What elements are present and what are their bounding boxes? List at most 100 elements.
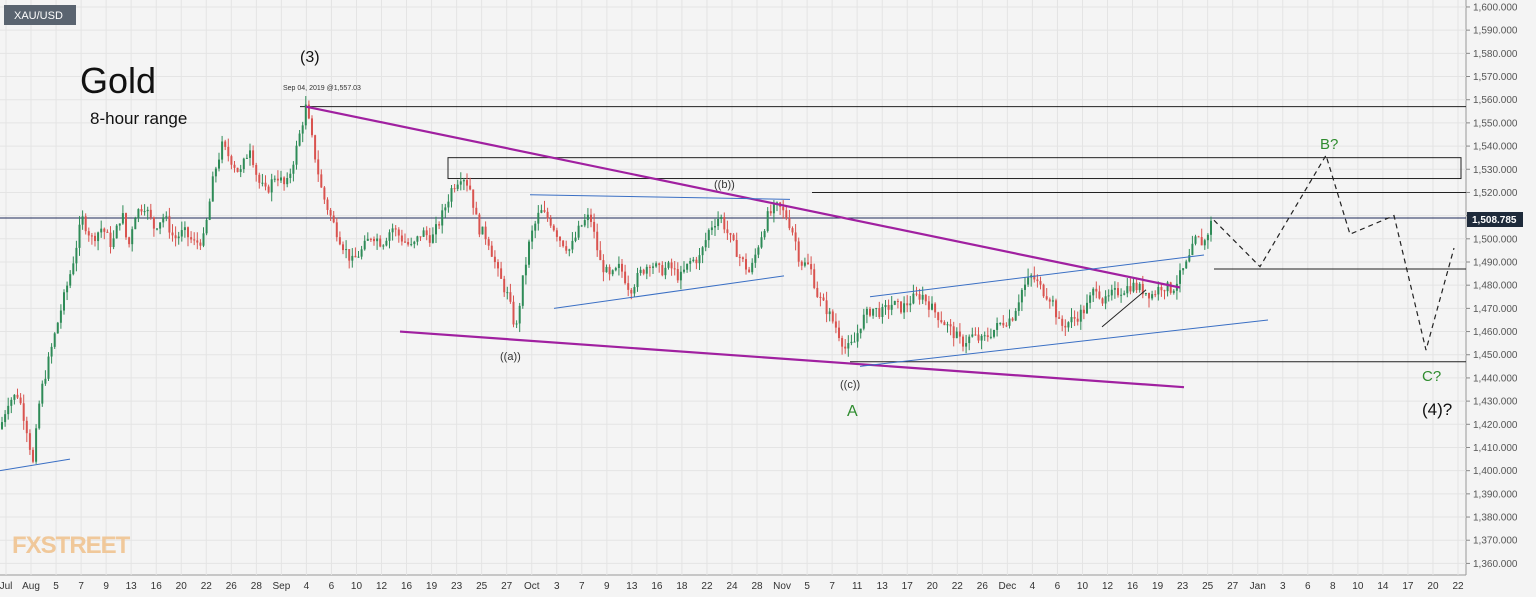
y-tick-label: 1,560.000	[1473, 95, 1518, 106]
y-tick-label: 1,550.000	[1473, 118, 1518, 129]
candle-body	[652, 266, 654, 268]
candle-body	[875, 308, 878, 310]
candle-body	[782, 206, 785, 211]
candle-body	[537, 212, 540, 224]
x-tick-label: Jan	[1250, 581, 1266, 592]
candle-body	[549, 218, 552, 226]
candle-body	[642, 269, 645, 274]
candle-body	[1126, 286, 1129, 294]
candle-body	[825, 300, 828, 315]
candle-body	[803, 262, 806, 266]
y-tick-label: 1,500.000	[1473, 234, 1518, 245]
candle-body	[729, 233, 732, 235]
x-tick-label: Dec	[998, 581, 1016, 592]
y-axis: 1,360.000 1,370.000 1,380.000 1,390.000 1,40…	[1466, 2, 1518, 570]
candle-body	[583, 220, 586, 226]
candle-body	[338, 237, 341, 245]
candle-body	[224, 141, 227, 147]
candle-body	[205, 219, 208, 234]
symbol-badge[interactable]	[4, 5, 76, 25]
candle-body	[605, 266, 608, 273]
candle-body	[1185, 261, 1188, 269]
candle-body	[865, 308, 868, 315]
candle-body	[41, 383, 44, 404]
candle-body	[196, 240, 199, 243]
resistance-box	[447, 157, 1462, 180]
x-axis: Jul Aug 5 7 9 13 16 20 22 26 28 Sep 4 6 10 12 16 19 23 25 27…	[0, 581, 1464, 592]
candle-body	[512, 301, 515, 325]
candle-body	[66, 285, 69, 293]
x-tick-label: 10	[351, 581, 363, 592]
candle-body	[345, 249, 348, 251]
trendline-blue	[529, 194, 791, 200]
candle-body	[137, 209, 140, 219]
candle-body	[230, 156, 233, 165]
candle-body	[717, 218, 720, 227]
x-tick-label: Sep	[272, 581, 290, 592]
candle-body	[772, 204, 775, 214]
candle-body	[701, 247, 704, 256]
candle-body	[1017, 302, 1020, 311]
candle-body	[280, 177, 282, 181]
candle-body	[714, 226, 716, 228]
x-tick-label: 23	[451, 581, 463, 592]
candle-body	[679, 271, 682, 281]
chart-title: Gold	[80, 60, 156, 101]
projection-line	[1213, 153, 1455, 351]
candle-body	[983, 335, 986, 337]
candle-body	[931, 303, 933, 310]
candle-body	[1129, 286, 1132, 292]
candle-body	[47, 356, 50, 379]
candle-body	[478, 214, 481, 235]
candle-body	[7, 405, 10, 415]
x-tick-label: 24	[726, 581, 738, 592]
x-tick-label: 8	[1330, 581, 1336, 592]
candle-body	[422, 230, 425, 237]
candle-body	[1104, 296, 1107, 304]
candle-body	[171, 232, 174, 236]
candle-body	[140, 209, 143, 212]
candle-body	[1197, 236, 1200, 238]
x-tick-label: 6	[1055, 581, 1061, 592]
candle-body	[586, 214, 589, 221]
x-tick-label: 10	[1352, 581, 1364, 592]
candle-body	[1138, 283, 1141, 291]
trendlines	[0, 105, 1269, 472]
candle-body	[156, 228, 158, 230]
wave-label-4: (4)?	[1422, 400, 1452, 419]
candle-body	[292, 164, 295, 174]
candle-body	[1123, 293, 1126, 295]
candle-body	[190, 237, 193, 240]
x-tick-label: 22	[952, 581, 964, 592]
candle-body	[999, 322, 1002, 324]
candle-body	[524, 264, 527, 276]
candle-body	[1132, 282, 1135, 292]
candle-body	[559, 236, 561, 241]
candle-body	[878, 308, 881, 318]
candle-body	[1008, 318, 1011, 326]
candle-body	[326, 199, 329, 210]
candle-body	[69, 274, 72, 286]
x-tick-label: 26	[977, 581, 989, 592]
candle-body	[903, 303, 906, 313]
candle-body	[596, 231, 599, 251]
candle-body	[571, 240, 574, 250]
candle-body	[673, 268, 676, 270]
candle-body	[934, 303, 937, 313]
candle-body	[128, 237, 131, 245]
x-tick-label: 7	[829, 581, 835, 592]
candle-body	[236, 167, 239, 172]
x-tick-label: Oct	[524, 581, 540, 592]
candle-body	[152, 217, 155, 229]
candle-body	[1163, 290, 1166, 292]
candle-body	[81, 216, 84, 225]
x-tick-label: 12	[1102, 581, 1114, 592]
x-tick-label: 9	[103, 581, 109, 592]
candle-body	[704, 240, 707, 248]
y-tick-label: 1,450.000	[1473, 350, 1518, 361]
candle-body	[202, 233, 205, 246]
candle-body	[1191, 243, 1194, 256]
candle-body	[940, 320, 943, 323]
trendline-purple	[305, 105, 1181, 289]
